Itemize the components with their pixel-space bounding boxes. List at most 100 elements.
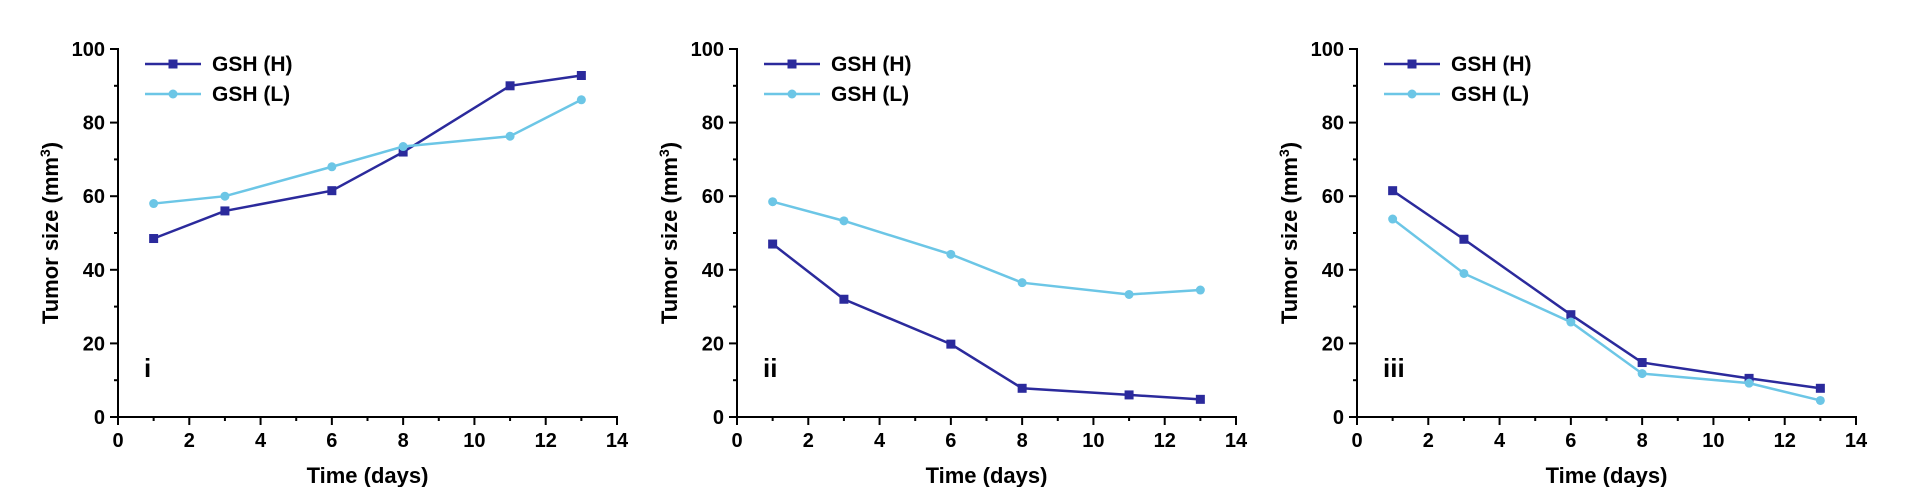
- legend-label: GSH (H): [831, 53, 912, 76]
- data-point-gsh-l: [1566, 317, 1576, 327]
- data-point-gsh-h: [1388, 186, 1398, 196]
- x-tick-label: 2: [1423, 430, 1434, 452]
- data-point-gsh-l: [1459, 268, 1469, 278]
- x-tick-label: 6: [1565, 430, 1576, 452]
- y-tick-label: 80: [83, 113, 105, 135]
- y-tick-label: 80: [1322, 113, 1344, 135]
- data-point-gsh-l: [768, 197, 778, 207]
- data-point-gsh-l: [1815, 395, 1825, 405]
- series-line-gsh-h: [153, 74, 582, 240]
- y-tick-label: 0: [1333, 407, 1344, 429]
- data-point-gsh-l: [505, 131, 515, 141]
- y-tick-label: 100: [1311, 39, 1344, 61]
- data-point-gsh-l: [946, 249, 956, 259]
- data-point-gsh-l: [149, 199, 159, 209]
- x-tick-label: 8: [1637, 430, 1648, 452]
- data-point-gsh-h: [1744, 373, 1754, 383]
- x-tick-label: 6: [945, 430, 956, 452]
- legend-marker: [1407, 89, 1417, 99]
- data-point-gsh-h: [1459, 234, 1469, 244]
- x-tick-label: 8: [398, 430, 409, 452]
- data-point-gsh-l: [398, 142, 408, 152]
- y-tick-label: 0: [94, 407, 105, 429]
- x-tick-label: 4: [255, 430, 267, 452]
- series-line-gsh-l: [1391, 218, 1821, 402]
- x-tick-label: 4: [874, 430, 886, 452]
- data-point-gsh-h: [1017, 383, 1027, 393]
- panel-label: ii: [763, 353, 777, 383]
- x-tick-label: 14: [1845, 430, 1868, 452]
- data-point-gsh-h: [1637, 358, 1647, 368]
- y-tick-label: 80: [702, 113, 724, 135]
- legend-label: GSH (H): [212, 53, 293, 76]
- legend-marker: [168, 89, 178, 99]
- data-point-gsh-l: [1124, 289, 1134, 299]
- y-tick-label: 40: [83, 260, 105, 282]
- data-point-gsh-l: [1637, 369, 1647, 379]
- x-tick-label: 4: [1494, 430, 1506, 452]
- x-tick-label: 0: [112, 430, 123, 452]
- data-point-gsh-l: [327, 162, 337, 172]
- x-tick-label: 12: [535, 430, 557, 452]
- x-tick-label: 2: [803, 430, 814, 452]
- chart-panel-3: 0 2 4 6 8 10 12 14 0 20 40 60 80 100 Time (days) Tumor …: [1276, 39, 1868, 487]
- x-tick-label: 10: [1702, 430, 1724, 452]
- legend-marker: [787, 59, 797, 69]
- x-tick-label: 10: [1082, 430, 1104, 452]
- data-point-gsh-h: [398, 147, 408, 157]
- y-tick-label: 20: [702, 333, 724, 355]
- data-point-gsh-l: [1388, 214, 1398, 224]
- data-point-gsh-l: [1744, 378, 1754, 388]
- x-tick-label: 2: [184, 430, 195, 452]
- y-axis-title: Tumor size (mm3): [1276, 142, 1302, 324]
- y-tick-label: 60: [1322, 186, 1344, 208]
- data-point-gsh-h: [839, 294, 849, 304]
- y-tick-label: 100: [691, 39, 724, 61]
- x-axis-title: Time (days): [926, 463, 1048, 487]
- data-point-gsh-l: [576, 95, 586, 105]
- x-tick-label: 8: [1017, 430, 1028, 452]
- series-line-gsh-h: [1391, 189, 1821, 390]
- legend-marker: [1407, 59, 1417, 69]
- data-point-gsh-h: [1195, 394, 1205, 404]
- y-tick-label: 60: [83, 186, 105, 208]
- y-tick-label: 0: [713, 407, 724, 429]
- data-point-gsh-l: [1017, 278, 1027, 288]
- x-tick-label: 12: [1154, 430, 1176, 452]
- legend-marker: [787, 89, 797, 99]
- data-point-gsh-h: [1815, 383, 1825, 393]
- y-axis-title: Tumor size (mm3): [37, 142, 63, 324]
- data-point-gsh-h: [946, 339, 956, 349]
- legend-label: GSH (L): [831, 83, 909, 106]
- y-tick-label: 20: [83, 333, 105, 355]
- data-point-gsh-h: [1124, 390, 1134, 400]
- chart-panel-2: 0 2 4 6 8 10 12 14 0 20 40 60 80 100 Time (days) Tumor …: [656, 39, 1248, 487]
- data-point-gsh-h: [149, 234, 159, 244]
- x-tick-label: 10: [463, 430, 485, 452]
- series-line-gsh-l: [153, 98, 582, 205]
- y-tick-label: 40: [702, 260, 724, 282]
- data-point-gsh-h: [1566, 310, 1576, 320]
- data-point-gsh-h: [768, 239, 778, 249]
- panel-label: iii: [1383, 353, 1405, 383]
- y-tick-label: 100: [72, 39, 105, 61]
- data-point-gsh-l: [839, 216, 849, 226]
- y-tick-label: 20: [1322, 333, 1344, 355]
- x-tick-label: 14: [1225, 430, 1248, 452]
- y-axis-title: Tumor size (mm3): [656, 142, 682, 324]
- x-axis-title: Time (days): [307, 463, 429, 487]
- legend-label: GSH (L): [212, 83, 290, 106]
- data-point-gsh-h: [576, 70, 586, 80]
- y-tick-label: 40: [1322, 260, 1344, 282]
- x-tick-label: 0: [1351, 430, 1362, 452]
- chart-panel-1: 0 2 4 6 8 10 12 14 0 20 40 60 80 100 Time (days) Tumor …: [37, 39, 629, 487]
- data-point-gsh-l: [1195, 285, 1205, 295]
- panel-label: i: [144, 353, 151, 383]
- x-tick-label: 0: [731, 430, 742, 452]
- data-point-gsh-l: [220, 191, 230, 201]
- series-line-gsh-l: [772, 200, 1201, 296]
- legend-marker: [168, 59, 178, 69]
- legend-label: GSH (L): [1451, 83, 1529, 106]
- series-line-gsh-h: [771, 243, 1201, 401]
